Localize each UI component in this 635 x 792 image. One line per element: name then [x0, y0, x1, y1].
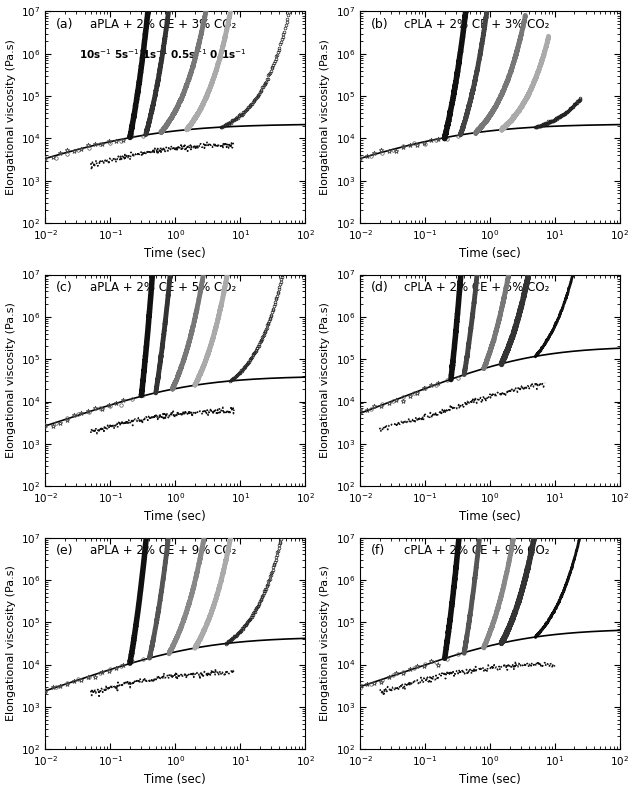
X-axis label: Time (sec): Time (sec) [459, 247, 521, 261]
Text: aPLA + 2% CE + 3% CO₂: aPLA + 2% CE + 3% CO₂ [90, 17, 236, 31]
X-axis label: Time (sec): Time (sec) [144, 247, 206, 261]
Text: cPLA + 2% CE + 9% CO₂: cPLA + 2% CE + 9% CO₂ [404, 544, 550, 557]
Text: (e): (e) [56, 544, 74, 557]
Text: (d): (d) [371, 281, 389, 294]
Text: (f): (f) [371, 544, 385, 557]
Y-axis label: Elongational viscosity (Pa.s): Elongational viscosity (Pa.s) [6, 565, 15, 722]
Y-axis label: Elongational viscosity (Pa.s): Elongational viscosity (Pa.s) [6, 40, 15, 195]
Text: cPLA + 2% CE + 5% CO₂: cPLA + 2% CE + 5% CO₂ [404, 281, 550, 294]
Y-axis label: Elongational viscosity (Pa.s): Elongational viscosity (Pa.s) [320, 303, 330, 459]
Text: (c): (c) [56, 281, 72, 294]
Text: aPLA + 2% CE + 5% CO₂: aPLA + 2% CE + 5% CO₂ [90, 281, 236, 294]
Text: aPLA + 2% CE + 9% CO₂: aPLA + 2% CE + 9% CO₂ [90, 544, 236, 557]
Text: (b): (b) [371, 17, 388, 31]
Y-axis label: Elongational viscosity (Pa.s): Elongational viscosity (Pa.s) [320, 565, 330, 722]
Y-axis label: Elongational viscosity (Pa.s): Elongational viscosity (Pa.s) [320, 40, 330, 195]
X-axis label: Time (sec): Time (sec) [459, 774, 521, 786]
X-axis label: Time (sec): Time (sec) [459, 510, 521, 524]
Y-axis label: Elongational viscosity (Pa.s): Elongational viscosity (Pa.s) [6, 303, 15, 459]
X-axis label: Time (sec): Time (sec) [144, 510, 206, 524]
Text: (a): (a) [56, 17, 74, 31]
X-axis label: Time (sec): Time (sec) [144, 774, 206, 786]
Text: 10s$^{-1}$ 5s$^{-1}$ 1s$^{-1}$ 0.5s$^{-1}$ 0.1s$^{-1}$: 10s$^{-1}$ 5s$^{-1}$ 1s$^{-1}$ 0.5s$^{-1… [79, 48, 247, 61]
Text: cPLA + 2% CE + 3% CO₂: cPLA + 2% CE + 3% CO₂ [404, 17, 550, 31]
